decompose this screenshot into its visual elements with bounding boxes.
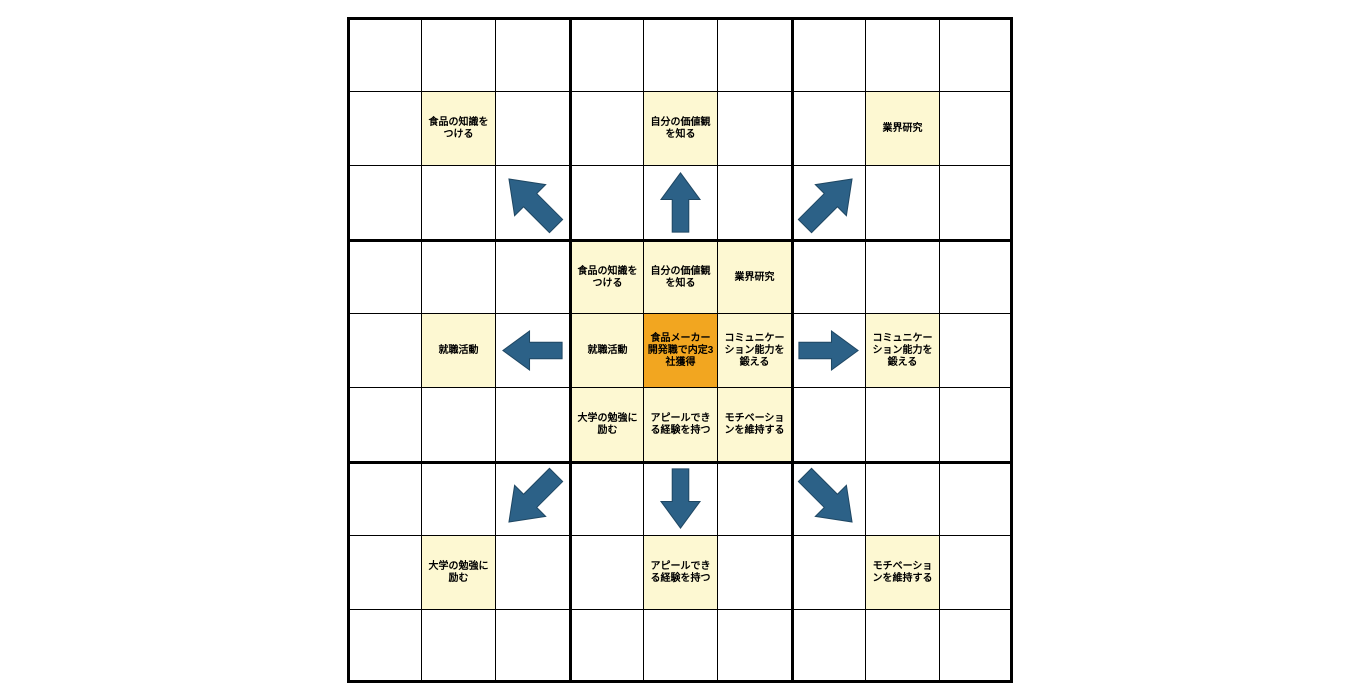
cell-r7-c8 xyxy=(939,535,1013,609)
cell-r0-c1 xyxy=(421,17,495,91)
center-sub-topright: 業界研究 xyxy=(717,239,791,313)
cell-r0-c6 xyxy=(791,17,865,91)
cell-r8-c5 xyxy=(717,609,791,683)
cell-r7-c0 xyxy=(347,535,421,609)
cell-r0-c0 xyxy=(347,17,421,91)
cell-r3-c8 xyxy=(939,239,1013,313)
cell-r4-c8 xyxy=(939,313,1013,387)
cell-r2-c6 xyxy=(791,165,865,239)
center-sub-bottomleft: 大学の勉強に励む xyxy=(569,387,643,461)
cell-r0-c2 xyxy=(495,17,569,91)
cell-r5-c8 xyxy=(939,387,1013,461)
cell-r3-c7 xyxy=(865,239,939,313)
cell-r1-c3 xyxy=(569,91,643,165)
cell-r6-c8 xyxy=(939,461,1013,535)
cell-r2-c0 xyxy=(347,165,421,239)
center-sub-left: 就職活動 xyxy=(569,313,643,387)
cell-r8-c6 xyxy=(791,609,865,683)
cell-r7-c5 xyxy=(717,535,791,609)
cell-r4-c2 xyxy=(495,313,569,387)
mandala-chart: 食品の知識をつける自分の価値観を知る業界研究食品の知識をつける自分の価値観を知る… xyxy=(0,0,1360,700)
outer-sub-bottomleft: 大学の勉強に励む xyxy=(421,535,495,609)
cell-r3-c2 xyxy=(495,239,569,313)
cell-r5-c2 xyxy=(495,387,569,461)
center-sub-bottomright: モチベーションを維持する xyxy=(717,387,791,461)
center-main: 食品メーカー開発職で内定3社獲得 xyxy=(643,313,717,387)
cell-r6-c2 xyxy=(495,461,569,535)
cell-r6-c7 xyxy=(865,461,939,535)
cell-r2-c8 xyxy=(939,165,1013,239)
center-sub-topleft: 食品の知識をつける xyxy=(569,239,643,313)
cell-r8-c1 xyxy=(421,609,495,683)
cell-r2-c7 xyxy=(865,165,939,239)
cell-r0-c8 xyxy=(939,17,1013,91)
cell-r3-c1 xyxy=(421,239,495,313)
cell-r5-c0 xyxy=(347,387,421,461)
cell-r0-c3 xyxy=(569,17,643,91)
cell-r5-c1 xyxy=(421,387,495,461)
center-sub-top: 自分の価値観を知る xyxy=(643,239,717,313)
cell-r7-c2 xyxy=(495,535,569,609)
cell-r6-c6 xyxy=(791,461,865,535)
cell-r1-c6 xyxy=(791,91,865,165)
cell-r2-c4 xyxy=(643,165,717,239)
cell-r0-c7 xyxy=(865,17,939,91)
cell-r1-c0 xyxy=(347,91,421,165)
cell-r6-c5 xyxy=(717,461,791,535)
cell-r6-c1 xyxy=(421,461,495,535)
outer-sub-top: 自分の価値観を知る xyxy=(643,91,717,165)
cell-r1-c2 xyxy=(495,91,569,165)
outer-sub-left: 就職活動 xyxy=(421,313,495,387)
cell-r2-c2 xyxy=(495,165,569,239)
center-sub-bottom: アピールできる経験を持つ xyxy=(643,387,717,461)
cell-r5-c6 xyxy=(791,387,865,461)
cell-r0-c5 xyxy=(717,17,791,91)
cell-r8-c2 xyxy=(495,609,569,683)
cell-r7-c3 xyxy=(569,535,643,609)
cell-r6-c0 xyxy=(347,461,421,535)
outer-sub-bottom: アピールできる経験を持つ xyxy=(643,535,717,609)
cell-r6-c3 xyxy=(569,461,643,535)
outer-sub-topleft: 食品の知識をつける xyxy=(421,91,495,165)
cell-r2-c3 xyxy=(569,165,643,239)
cell-r6-c4 xyxy=(643,461,717,535)
cell-r4-c0 xyxy=(347,313,421,387)
cell-r8-c3 xyxy=(569,609,643,683)
center-sub-right: コミュニケーション能力を鍛える xyxy=(717,313,791,387)
mandala-grid: 食品の知識をつける自分の価値観を知る業界研究食品の知識をつける自分の価値観を知る… xyxy=(347,17,1013,683)
cell-r8-c0 xyxy=(347,609,421,683)
cell-r8-c4 xyxy=(643,609,717,683)
cell-r8-c8 xyxy=(939,609,1013,683)
cell-r4-c6 xyxy=(791,313,865,387)
outer-sub-topright: 業界研究 xyxy=(865,91,939,165)
cell-r2-c5 xyxy=(717,165,791,239)
cell-r1-c5 xyxy=(717,91,791,165)
cell-r2-c1 xyxy=(421,165,495,239)
cell-r0-c4 xyxy=(643,17,717,91)
cell-r1-c8 xyxy=(939,91,1013,165)
outer-sub-bottomright: モチベーションを維持する xyxy=(865,535,939,609)
cell-r8-c7 xyxy=(865,609,939,683)
outer-sub-right: コミュニケーション能力を鍛える xyxy=(865,313,939,387)
cell-r7-c6 xyxy=(791,535,865,609)
cell-r5-c7 xyxy=(865,387,939,461)
cell-r3-c0 xyxy=(347,239,421,313)
cell-r3-c6 xyxy=(791,239,865,313)
